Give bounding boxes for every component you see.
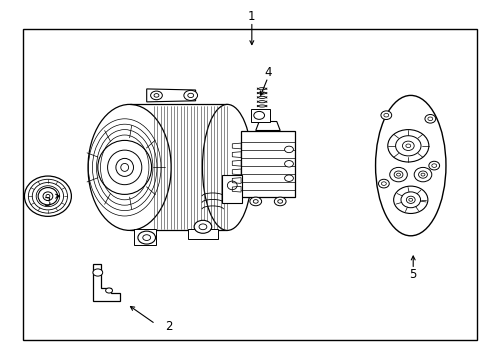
Polygon shape xyxy=(232,161,241,166)
Ellipse shape xyxy=(389,167,407,182)
Ellipse shape xyxy=(105,288,112,293)
Ellipse shape xyxy=(194,220,211,233)
Ellipse shape xyxy=(375,95,445,236)
Polygon shape xyxy=(134,229,156,245)
Ellipse shape xyxy=(393,186,427,213)
Polygon shape xyxy=(241,130,294,197)
Ellipse shape xyxy=(138,231,155,244)
Ellipse shape xyxy=(88,104,171,230)
Ellipse shape xyxy=(284,146,293,153)
Ellipse shape xyxy=(93,269,102,276)
Ellipse shape xyxy=(98,140,151,194)
Ellipse shape xyxy=(249,197,261,206)
Polygon shape xyxy=(232,186,241,192)
Ellipse shape xyxy=(274,197,285,206)
Ellipse shape xyxy=(107,150,142,185)
Text: 5: 5 xyxy=(408,268,416,281)
Text: 4: 4 xyxy=(264,66,271,79)
Polygon shape xyxy=(255,122,280,130)
Bar xyxy=(23,29,476,340)
Text: 2: 2 xyxy=(164,320,172,333)
Polygon shape xyxy=(232,177,241,184)
Text: 1: 1 xyxy=(247,10,255,23)
Ellipse shape xyxy=(387,130,428,162)
Polygon shape xyxy=(93,264,120,301)
Ellipse shape xyxy=(202,104,252,230)
Ellipse shape xyxy=(284,161,293,167)
Text: 3: 3 xyxy=(42,196,50,209)
Polygon shape xyxy=(250,109,270,122)
Polygon shape xyxy=(232,152,241,158)
Ellipse shape xyxy=(380,111,391,120)
Ellipse shape xyxy=(183,90,197,100)
Polygon shape xyxy=(232,143,241,149)
Polygon shape xyxy=(188,229,217,239)
Ellipse shape xyxy=(413,167,431,182)
Ellipse shape xyxy=(253,111,264,120)
Ellipse shape xyxy=(424,114,435,123)
Ellipse shape xyxy=(428,161,439,170)
Ellipse shape xyxy=(284,175,293,181)
Ellipse shape xyxy=(378,179,388,188)
Ellipse shape xyxy=(150,91,162,100)
Polygon shape xyxy=(222,175,242,203)
Polygon shape xyxy=(146,89,195,102)
Ellipse shape xyxy=(24,176,71,216)
Polygon shape xyxy=(232,169,241,175)
Ellipse shape xyxy=(38,188,58,205)
